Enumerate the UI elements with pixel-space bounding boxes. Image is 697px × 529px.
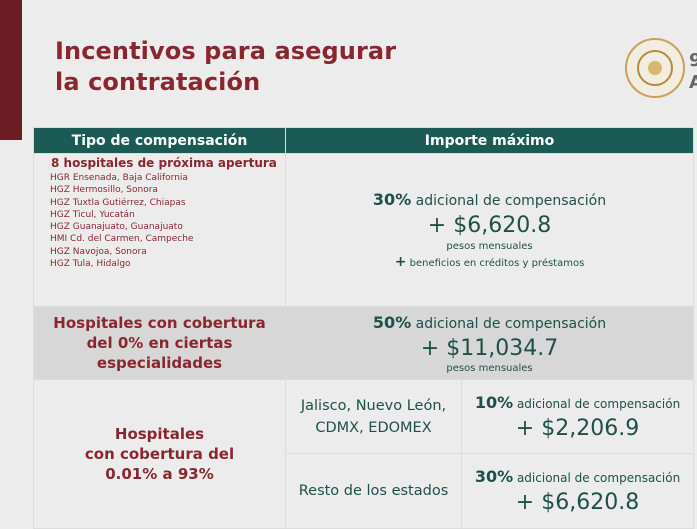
list-item: HMI Cd. del Carmen, Campeche — [50, 234, 194, 245]
row1-benefit-line: + beneficios en créditos y préstamos — [286, 254, 693, 270]
list-item: HGZ Tula, Hidalgo — [50, 259, 131, 270]
row2-amount: + $11,034.7 — [420, 335, 559, 361]
row2-label-line-3: especialidades — [96, 354, 223, 372]
row3-sub2-pct-text: adicional de compensación — [516, 471, 681, 485]
seal-emblem-icon — [637, 50, 673, 86]
row3-sub1-pct: 10% — [474, 392, 514, 412]
left-accent-bar — [0, 0, 22, 140]
row3-sub2-percentage-line: 30% adicional de compensación — [462, 467, 693, 486]
row1-amount: + $6,620.8 — [427, 213, 552, 238]
list-item: HGZ Navojoa, Sonora — [50, 246, 147, 257]
row3-sub1-pct-text: adicional de compensación — [516, 396, 681, 411]
page-title: Incentivos para asegurar la contratación — [55, 36, 396, 98]
row1-type-cell: 8 hospitales de próxima apertura HGR Ens… — [33, 153, 286, 307]
title-line-1: Incentivos para asegurar — [55, 37, 397, 65]
row2-type-cell: Hospitales con cobertura del 0% en ciert… — [33, 306, 286, 380]
row3-type-cell: Hospitales con cobertura del 0.01% a 93% — [33, 379, 286, 529]
table-header-row: Tipo de compensación Importe máximo — [33, 127, 695, 154]
list-item: HGZ Tuxtla Gutiérrez, Chiapas — [50, 197, 186, 208]
row2-pct: 50% — [372, 312, 412, 332]
row2-label-line-2: del 0% en ciertas — [86, 334, 233, 352]
table-row: 8 hospitales de próxima apertura HGR Ens… — [33, 153, 695, 307]
row3-label-line-2: con cobertura del — [84, 445, 235, 463]
row3-sub2-pct: 30% — [474, 467, 514, 486]
row3-label-line-1: Hospitales — [114, 425, 205, 443]
row1-pct: 30% — [372, 190, 412, 209]
row1-unit: pesos mensuales — [446, 241, 533, 252]
row1-benefit-plus: + — [394, 254, 407, 270]
row1-title: 8 hospitales de próxima apertura — [51, 156, 277, 170]
cut-off-edge-text: 9 A — [689, 50, 697, 93]
row1-percentage-line: 30% adicional de compensación — [286, 190, 693, 209]
header-tipo-compensacion: Tipo de compensación — [33, 127, 286, 154]
row3-sub1-amount-cell: 10% adicional de compensación + $2,206.9 — [460, 379, 695, 454]
row1-benefit: beneficios en créditos y préstamos — [409, 258, 585, 269]
row3-sub1-states: Jalisco, Nuevo León, CDMX, EDOMEX — [285, 379, 462, 454]
table-row: Hospitales con cobertura del 0% en ciert… — [33, 306, 695, 380]
row3-sub2-states: Resto de los estados — [285, 453, 462, 529]
row3-sub1-states-line-1: Jalisco, Nuevo León, — [300, 397, 447, 414]
row1-amount-cell: 30% adicional de compensación + $6,620.8… — [284, 153, 695, 307]
row2-pct-text: adicional de compensación — [415, 315, 607, 332]
row2-percentage-line: 50% adicional de compensación — [286, 313, 693, 332]
title-line-2: la contratación — [55, 68, 261, 96]
row3-sub1-states-line-2: CDMX, EDOMEX — [315, 419, 432, 436]
list-item: HGZ Hermosillo, Sonora — [50, 185, 158, 196]
row3-sub2-amount: + $6,620.8 — [515, 490, 640, 515]
header-importe-maximo: Importe máximo — [284, 127, 695, 154]
row1-pct-text: adicional de compensación — [415, 193, 607, 209]
row2-label-line-1: Hospitales con cobertura — [53, 314, 266, 332]
row3-sub1-percentage-line: 10% adicional de compensación — [462, 393, 693, 412]
hospital-list: HGR Ensenada, Baja California HGZ Hermos… — [50, 172, 285, 270]
row2-amount-cell: 50% adicional de compensación + $11,034.… — [284, 306, 695, 380]
row2-unit: pesos mensuales — [446, 362, 533, 374]
table-row: Hospitales con cobertura del 0.01% a 93%… — [33, 379, 695, 529]
row3-sub2-amount-cell: 30% adicional de compensación + $6,620.8 — [460, 453, 695, 529]
row3-label-line-3: 0.01% a 93% — [105, 465, 214, 483]
row3-sub1-amount: + $2,206.9 — [515, 415, 640, 441]
list-item: HGZ Ticul, Yucatán — [50, 209, 135, 220]
list-item: HGR Ensenada, Baja California — [50, 173, 188, 183]
government-seal-icon — [625, 38, 685, 98]
list-item: HGZ Guanajuato, Guanajuato — [50, 222, 183, 233]
compensation-table: Tipo de compensación Importe máximo 8 ho… — [33, 127, 695, 529]
